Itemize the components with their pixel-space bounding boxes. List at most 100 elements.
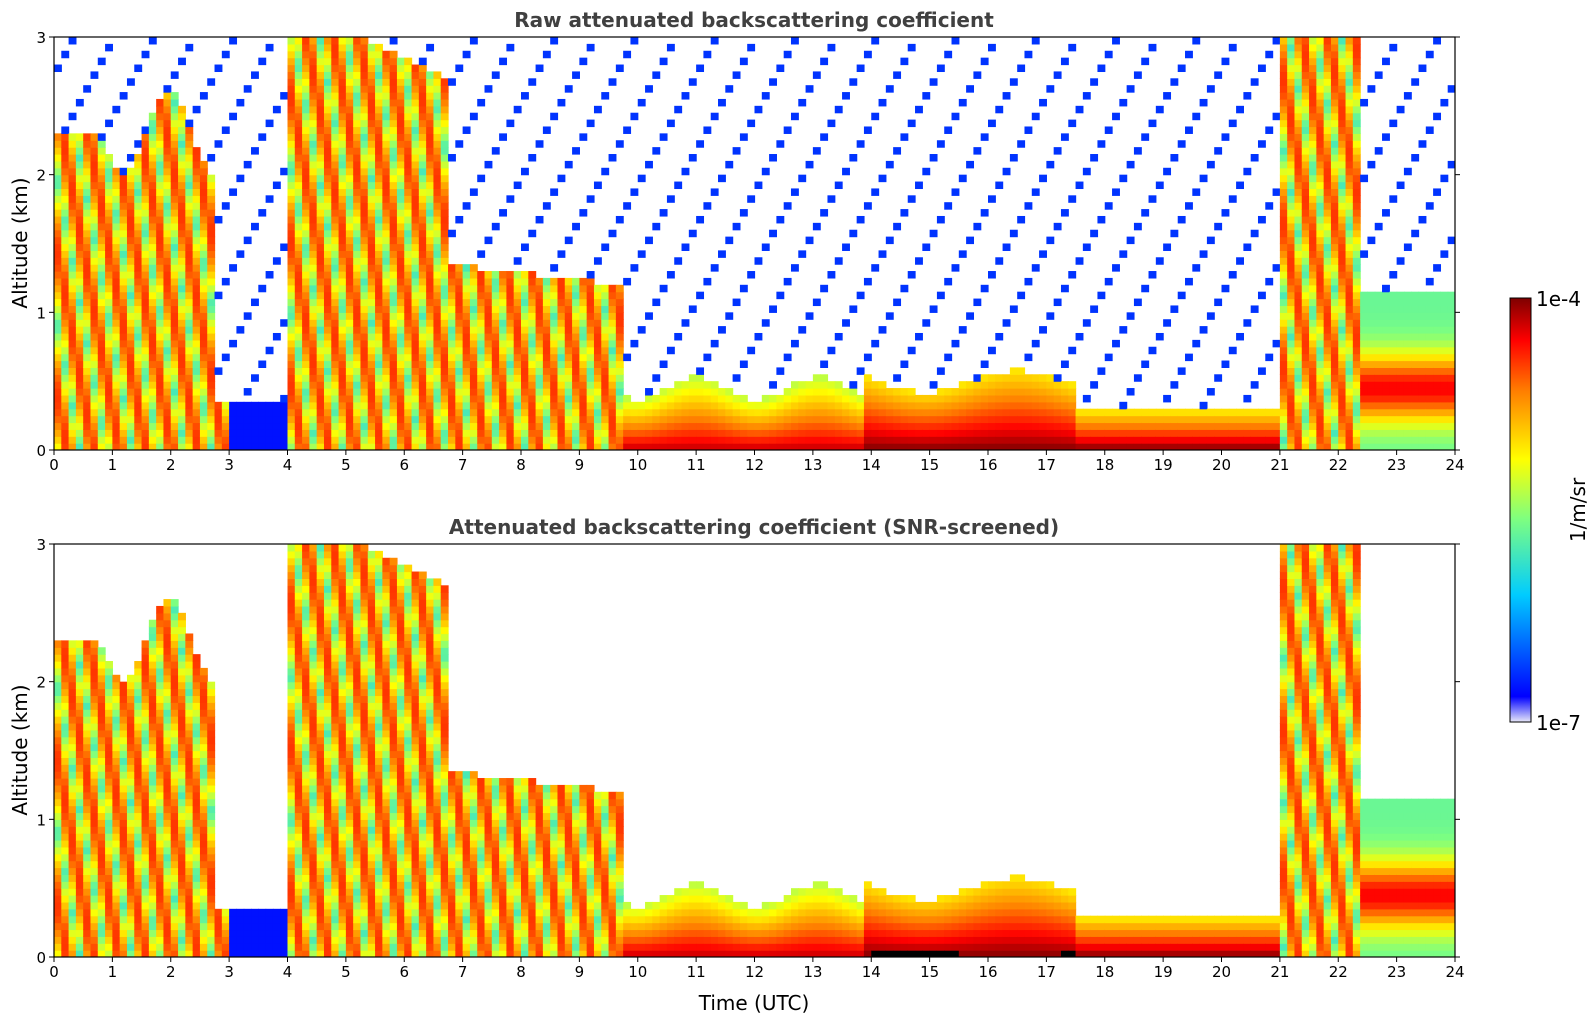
heatmap-cell (163, 394, 172, 403)
heatmap-cell (944, 443, 953, 450)
heatmap-cell (725, 443, 734, 450)
heatmap-cell (608, 408, 617, 417)
heatmap-cell (776, 394, 785, 403)
heatmap-cell (148, 215, 157, 224)
heatmap-cell (696, 415, 705, 424)
heatmap-cell (1221, 284, 1230, 293)
heatmap-cell (389, 436, 398, 444)
heatmap-cell (323, 339, 332, 348)
heatmap-cell (1279, 381, 1288, 389)
heatmap-cell (1301, 367, 1310, 375)
heatmap-cell (1345, 195, 1354, 203)
heatmap-cell (316, 332, 325, 341)
heatmap-cell (440, 305, 449, 313)
heatmap-cell (1352, 422, 1361, 430)
heatmap-cell (1287, 339, 1296, 348)
heatmap-cell (579, 401, 588, 410)
heatmap-cell (1345, 326, 1354, 334)
heatmap-cell (382, 222, 391, 231)
heatmap-cell (411, 415, 420, 424)
heatmap-cell (1338, 298, 1347, 307)
heatmap-cell (440, 367, 449, 375)
heatmap-cell (119, 298, 128, 307)
heatmap-cell (586, 43, 595, 52)
heatmap-cell (1294, 415, 1303, 424)
heatmap-cell (1287, 443, 1296, 450)
heatmap-cell (119, 339, 128, 348)
heatmap-cell (163, 332, 172, 341)
heatmap-cell (338, 167, 347, 176)
heatmap-cell (769, 78, 777, 86)
heatmap-cell (1294, 429, 1303, 437)
heatmap-cell (389, 215, 398, 224)
heatmap-cell (586, 332, 595, 341)
heatmap-cell (440, 147, 449, 155)
heatmap-cell (1345, 78, 1354, 86)
heatmap-cell (900, 394, 909, 403)
heatmap-cell (769, 394, 777, 403)
heatmap-cell (134, 284, 143, 293)
heatmap-cell (309, 408, 318, 417)
heatmap-cell (579, 291, 588, 300)
heatmap-cell (323, 64, 332, 73)
heatmap-cell (68, 257, 77, 265)
heatmap-cell (1206, 85, 1215, 93)
heatmap-cell (61, 422, 70, 430)
heatmap-cell (499, 408, 508, 417)
heatmap-cell (287, 367, 296, 375)
heatmap-cell (258, 284, 267, 293)
heatmap-cell (389, 126, 398, 134)
heatmap-cell (1228, 415, 1237, 424)
heatmap-cell (1323, 140, 1332, 148)
heatmap-cell (426, 284, 435, 293)
heatmap-cell (696, 64, 705, 73)
heatmap-cell (499, 367, 508, 375)
heatmap-cell (1279, 264, 1288, 272)
heatmap-cell (988, 43, 996, 52)
heatmap-cell (688, 436, 697, 444)
heatmap-cell (521, 319, 529, 327)
heatmap-cell (411, 367, 420, 375)
heatmap-cell (630, 401, 639, 410)
heatmap-cell (141, 215, 150, 224)
heatmap-cell (491, 222, 500, 231)
heatmap-cell (265, 346, 274, 355)
heatmap-cell (141, 381, 150, 389)
heatmap-cell (630, 112, 639, 121)
heatmap-cell (1301, 394, 1310, 403)
heatmap-cell (1323, 147, 1332, 155)
heatmap-cell (163, 222, 172, 231)
heatmap-cell (1090, 443, 1099, 450)
heatmap-cell (1345, 222, 1354, 231)
heatmap-cell (418, 78, 427, 86)
heatmap-cell (769, 305, 777, 313)
heatmap-cell (302, 243, 310, 251)
heatmap-cell (688, 443, 697, 450)
heatmap-cell (389, 332, 398, 341)
heatmap-cell (1309, 229, 1317, 238)
heatmap-cell (1294, 271, 1303, 279)
heatmap-cell (382, 388, 391, 396)
heatmap-cell (68, 332, 77, 341)
heatmap-cell (345, 353, 354, 362)
heatmap-cell (593, 332, 602, 341)
heatmap-cell (564, 319, 573, 327)
heatmap-cell (207, 312, 216, 320)
heatmap-cell (1279, 78, 1288, 86)
heatmap-cell (309, 209, 318, 217)
heatmap-cell (148, 436, 157, 444)
heatmap-cell (929, 381, 938, 389)
heatmap-cell (528, 312, 537, 320)
heatmap-cell (375, 222, 383, 231)
heatmap-cell (499, 401, 508, 410)
heatmap-cell (375, 401, 383, 410)
heatmap-cell (178, 305, 186, 313)
heatmap-cell (900, 133, 909, 141)
heatmap-cell (477, 353, 486, 362)
heatmap-cell (557, 422, 566, 430)
heatmap-cell (988, 429, 996, 437)
heatmap-cell (418, 429, 427, 437)
heatmap-cell (907, 429, 916, 437)
heatmap-cell (61, 195, 70, 203)
heatmap-cell (411, 229, 420, 238)
